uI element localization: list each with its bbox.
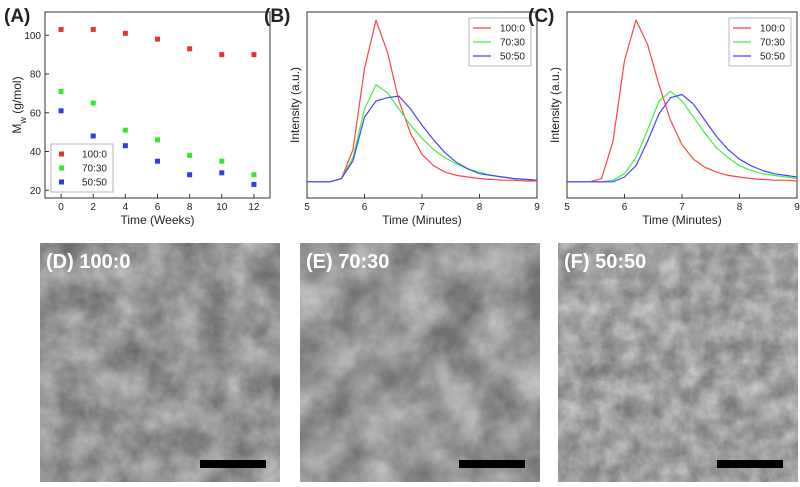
point bbox=[219, 158, 225, 164]
panel-label: (A) bbox=[4, 6, 30, 27]
x-tick-label: 7 bbox=[419, 202, 425, 213]
x-tick-label: 10 bbox=[216, 202, 228, 213]
x-tick-label: 7 bbox=[679, 202, 685, 213]
scale-bar bbox=[200, 460, 266, 468]
x-tick-label: 0 bbox=[58, 202, 64, 213]
point bbox=[219, 170, 225, 176]
sem-image-e: (E) 70:30 bbox=[300, 243, 540, 482]
point bbox=[58, 88, 64, 94]
legend-label: 70:30 bbox=[82, 164, 107, 175]
scale-bar bbox=[459, 460, 525, 468]
x-tick-label: 8 bbox=[737, 202, 743, 213]
legend-marker bbox=[59, 165, 64, 171]
point bbox=[155, 137, 160, 143]
x-tick-label: 5 bbox=[304, 202, 310, 213]
point bbox=[90, 133, 96, 139]
legend-label: 100:0 bbox=[82, 150, 107, 161]
y-tick-label: 100 bbox=[24, 31, 41, 42]
point bbox=[90, 26, 96, 32]
line bbox=[567, 19, 798, 183]
x-tick-label: 12 bbox=[248, 202, 260, 213]
line bbox=[307, 84, 538, 183]
point bbox=[58, 26, 64, 32]
sem-image-d: (D) 100:0 bbox=[40, 243, 280, 482]
point bbox=[58, 108, 64, 114]
legend-label: 70:30 bbox=[760, 38, 785, 49]
y-tick-label: 40 bbox=[30, 147, 42, 158]
y-tick-label: 80 bbox=[30, 70, 42, 81]
image-label: (D) 100:0 bbox=[46, 251, 130, 273]
scale-bar bbox=[717, 460, 783, 468]
x-tick-label: 9 bbox=[794, 202, 800, 213]
legend-label: 100:0 bbox=[760, 24, 785, 35]
line bbox=[567, 90, 798, 183]
x-tick-label: 2 bbox=[90, 202, 96, 213]
image-label: (E) 70:30 bbox=[306, 251, 389, 273]
point bbox=[122, 143, 128, 149]
panel-label: (C) bbox=[528, 6, 554, 27]
point bbox=[187, 152, 193, 158]
legend-box bbox=[468, 17, 532, 67]
panel-label: (B) bbox=[264, 6, 290, 27]
x-tick-label: 6 bbox=[622, 202, 628, 213]
line bbox=[307, 95, 538, 183]
y-tick-label: 60 bbox=[30, 108, 42, 119]
x-axis-label: Time (Minutes) bbox=[382, 213, 462, 227]
x-tick-label: 8 bbox=[477, 202, 483, 213]
image-label: (F) 50:50 bbox=[564, 251, 646, 273]
point bbox=[187, 46, 193, 52]
point bbox=[90, 100, 96, 106]
line bbox=[307, 19, 537, 183]
x-tick-label: 9 bbox=[534, 202, 540, 213]
y-axis-label: Intensity (a.u.) bbox=[548, 67, 562, 143]
legend-marker bbox=[59, 151, 64, 157]
point bbox=[251, 52, 257, 58]
x-tick-label: 5 bbox=[564, 202, 570, 213]
y-tick-label: 20 bbox=[30, 186, 42, 197]
point bbox=[155, 36, 160, 42]
y-axis-label-part: (g/mol) bbox=[10, 76, 24, 117]
point bbox=[122, 127, 128, 133]
x-axis-label: Time (Minutes) bbox=[642, 213, 722, 227]
legend-label: 100:0 bbox=[500, 24, 525, 35]
y-axis-label-part: M bbox=[10, 124, 24, 134]
legend-label: 50:50 bbox=[500, 52, 525, 63]
y-axis-label-part: Intensity (a.u.) bbox=[548, 67, 562, 143]
point bbox=[251, 172, 257, 178]
x-tick-label: 4 bbox=[123, 202, 129, 213]
line bbox=[567, 93, 798, 183]
y-axis-label-part: Intensity (a.u.) bbox=[288, 67, 302, 143]
legend-label: 50:50 bbox=[760, 52, 785, 63]
point bbox=[219, 52, 225, 58]
legend-label: 50:50 bbox=[82, 178, 107, 189]
x-axis-label: Time (Weeks) bbox=[120, 213, 194, 227]
legend-marker bbox=[59, 179, 64, 185]
x-tick-label: 6 bbox=[362, 202, 368, 213]
y-axis-label: Mw (g/mol) bbox=[10, 76, 28, 133]
x-tick-label: 6 bbox=[155, 202, 161, 213]
legend-label: 70:30 bbox=[500, 38, 525, 49]
y-axis-label-part: w bbox=[18, 117, 28, 125]
x-tick-label: 8 bbox=[187, 202, 193, 213]
point bbox=[155, 158, 160, 164]
point bbox=[187, 172, 193, 178]
point bbox=[251, 181, 257, 187]
point bbox=[122, 30, 128, 36]
y-axis-label: Intensity (a.u.) bbox=[288, 67, 302, 143]
sem-image-f: (F) 50:50 bbox=[558, 243, 798, 482]
